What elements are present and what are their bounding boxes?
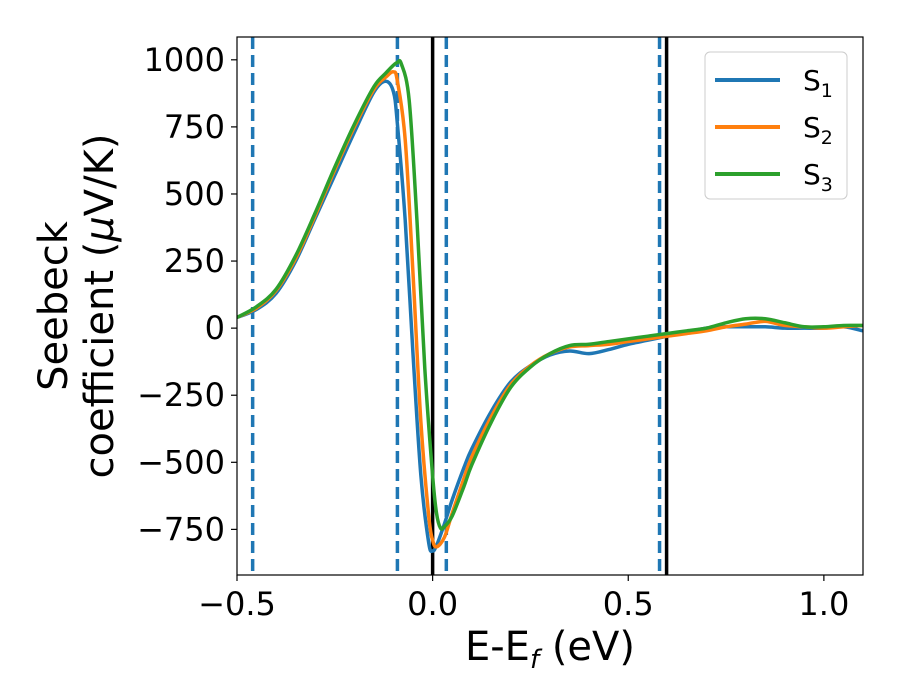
legend-label-S3: S3 — [803, 158, 833, 196]
series-lines — [237, 58, 863, 554]
y-tick-label: 750 — [164, 108, 225, 146]
x-tick-label: −0.5 — [198, 585, 276, 623]
y-tick-label: 1000 — [144, 41, 225, 79]
x-tick-label: 1.0 — [798, 585, 849, 623]
y-tick-label: 0 — [205, 309, 225, 347]
y-tick-label: −250 — [137, 376, 225, 414]
y-tick-label: −500 — [137, 443, 225, 481]
plot-frame — [236, 36, 864, 576]
legend-label-S2: S2 — [803, 111, 833, 149]
x-tick-label: 0.5 — [603, 585, 654, 623]
y-tick-label: −750 — [137, 510, 225, 548]
y-axis-ticks: 1000 750 500 250 0 −250 −500 −750 — [137, 41, 237, 548]
x-tick-label: 0.0 — [407, 585, 458, 623]
legend: S1 S2 S3 — [704, 51, 848, 200]
y-tick-label: 500 — [164, 175, 225, 213]
legend-label-S1: S1 — [803, 64, 833, 102]
x-axis-ticks: −0.5 0.0 0.5 1.0 — [198, 575, 849, 623]
y-axis-label-mu: μ — [77, 216, 123, 242]
y-tick-label: 250 — [164, 242, 225, 280]
y-axis-label-line2: coefficient (μV/K) — [77, 134, 123, 479]
x-axis-label: E-Ef (eV) — [465, 624, 635, 675]
y-axis-label-line1: Seebeck — [31, 220, 77, 391]
series-line-S3 — [237, 58, 863, 531]
